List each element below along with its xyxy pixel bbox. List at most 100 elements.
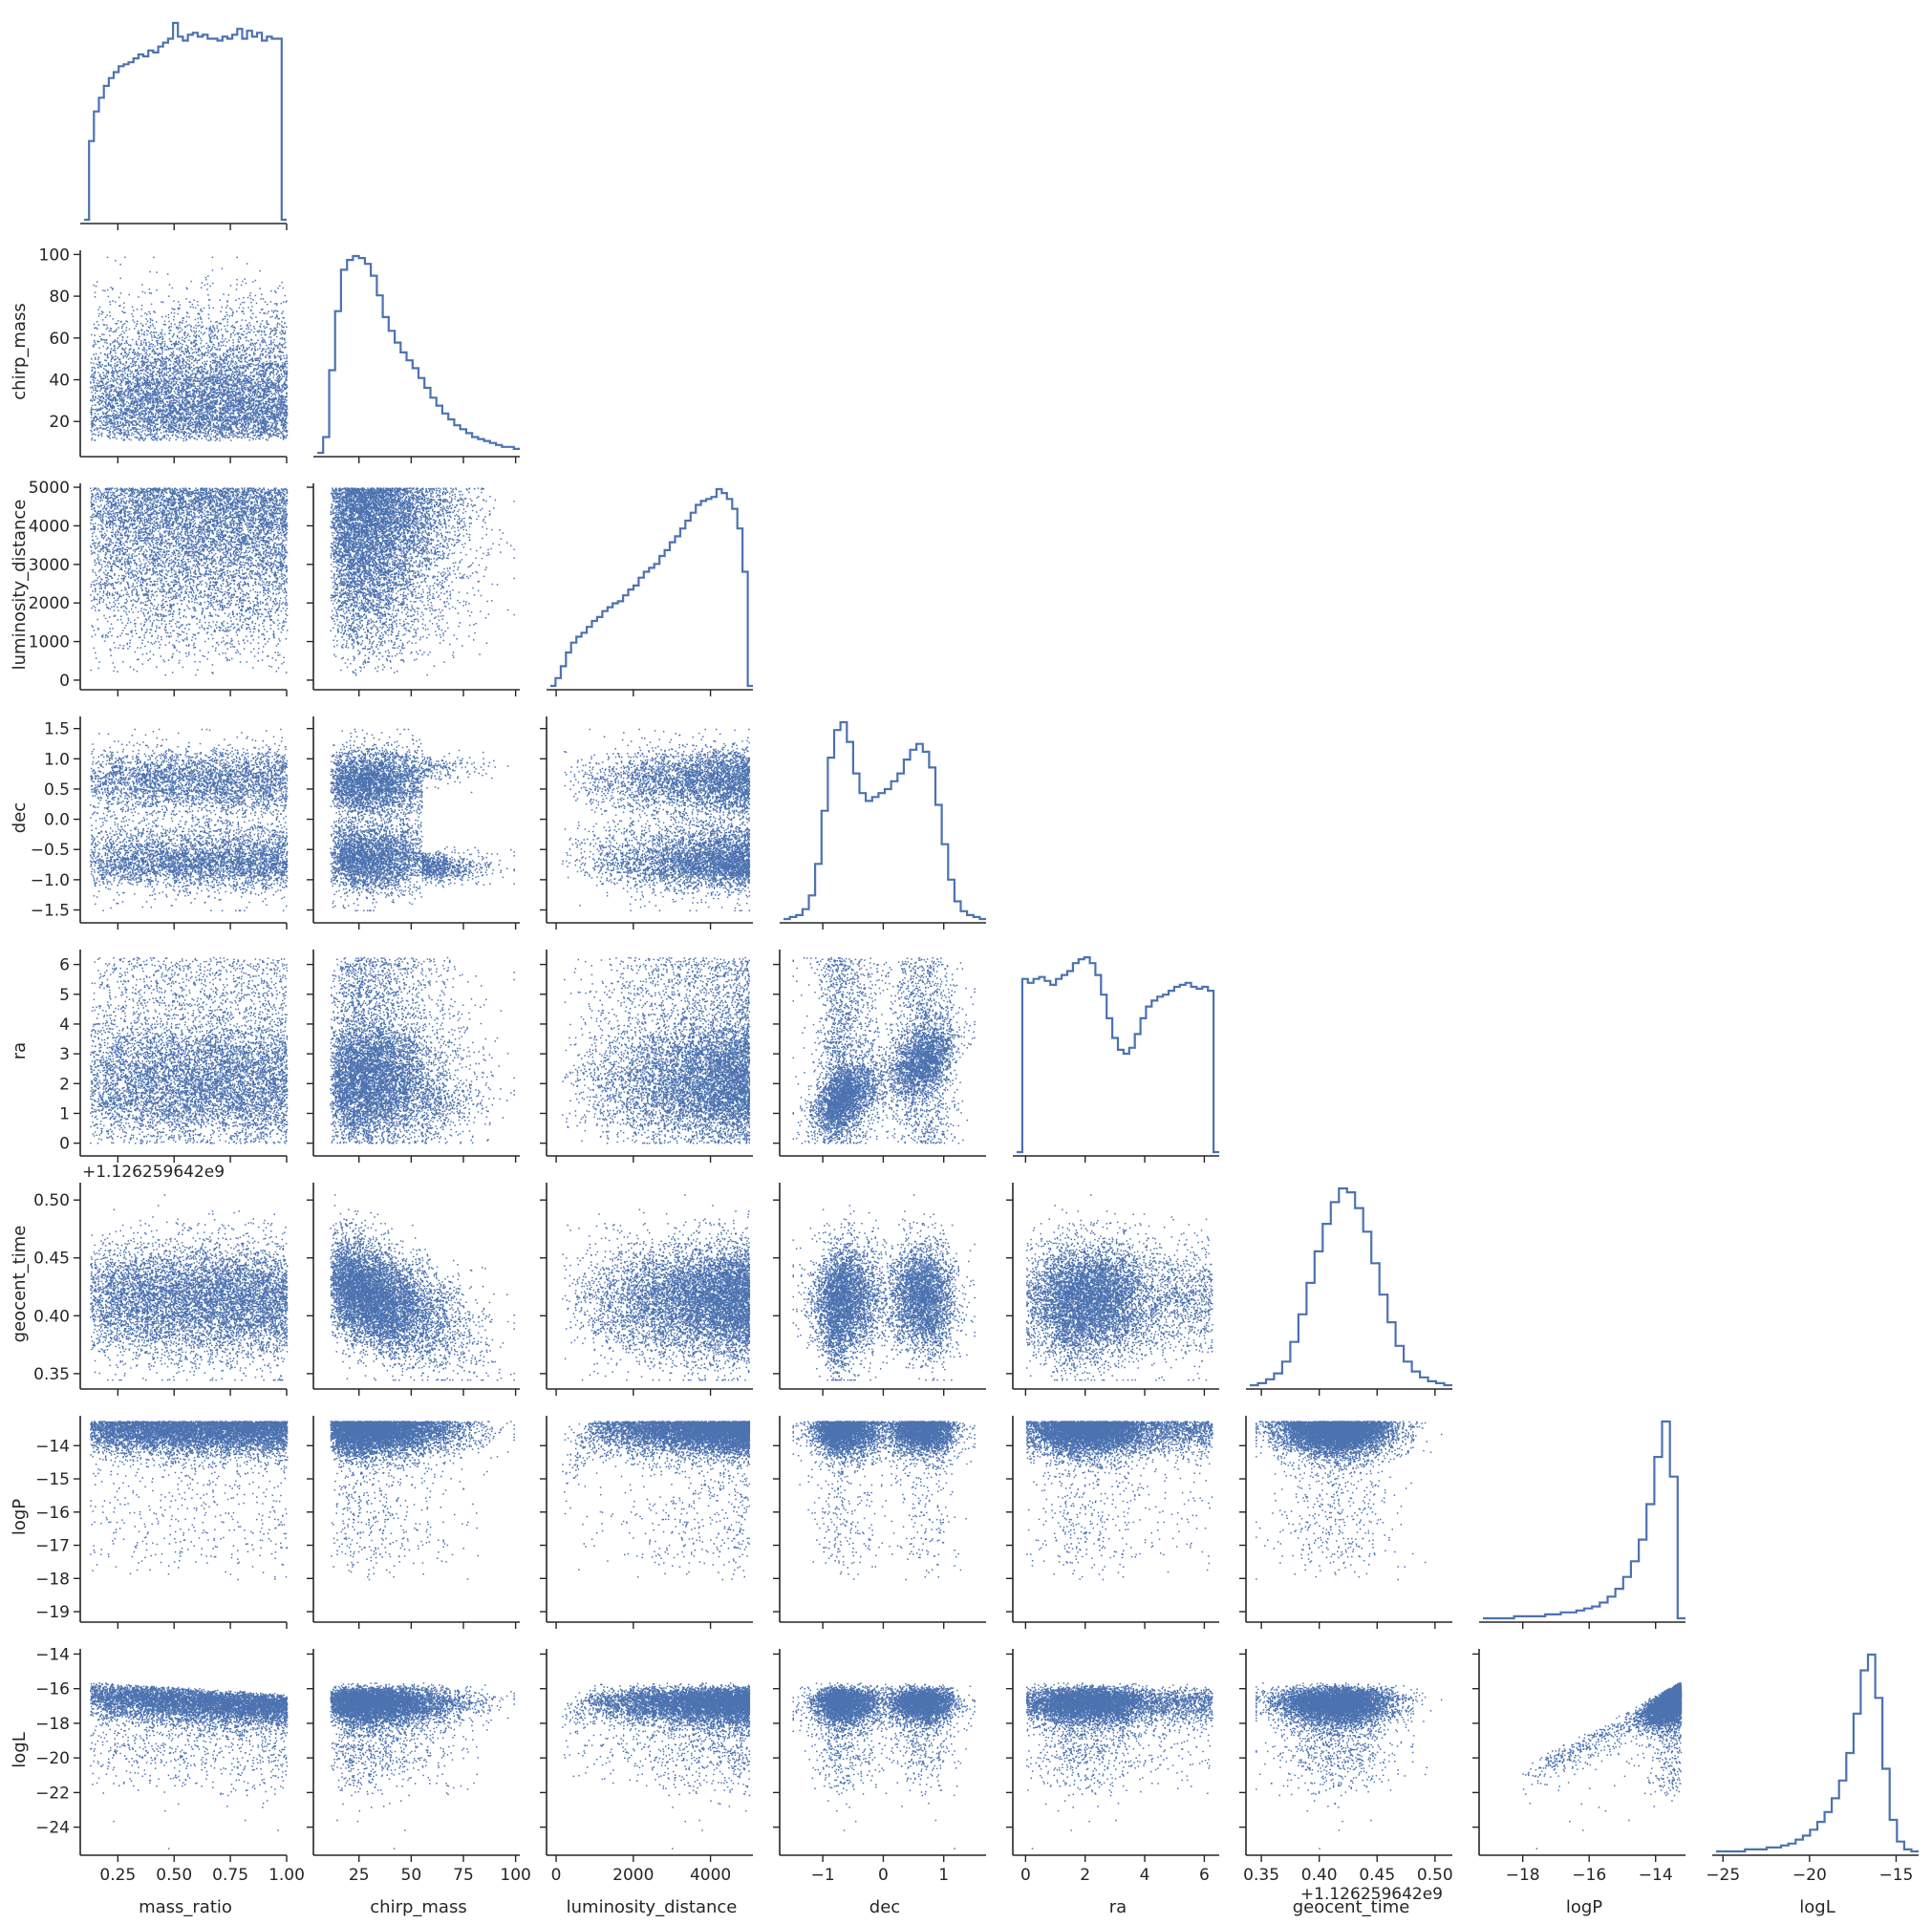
panel-dec-vs-luminosity_distance: [540, 716, 753, 930]
scatter-points-logP-luminosity_distance: [562, 1421, 751, 1581]
panel-logP-vs-geocent_time: [1239, 1416, 1452, 1629]
x-axis-label-dec: dec: [869, 1897, 900, 1917]
x-tick-label: 2000: [612, 1866, 654, 1885]
scatter-points-dec-chirp_mass: [330, 728, 515, 911]
panel-logL-vs-chirp_mass: 25 50 75 100: [307, 1649, 531, 1885]
panel-logL-vs-logL: −25 −20 −15: [1706, 1653, 1919, 1885]
y-tick-label: −1.0: [31, 871, 70, 890]
y-axis-label-geocent_time: geocent_time: [10, 1226, 30, 1343]
scatter-points-ra-mass_ratio: [90, 956, 289, 1144]
x-axis-label-logL: logL: [1799, 1897, 1835, 1917]
histogram-chirp_mass: [317, 254, 520, 455]
scatter-points-logP-ra: [1026, 1421, 1213, 1581]
panel-geocent_time-vs-ra: [1006, 1183, 1219, 1396]
y-axis-label-logL: logL: [10, 1732, 30, 1767]
y-tick-label: 5: [59, 986, 70, 1005]
y-tick-label: 0: [59, 672, 70, 691]
x-axis-label-ra: ra: [1109, 1897, 1127, 1917]
scatter-points-ra-dec: [792, 956, 976, 1144]
x-tick-label: 6: [1199, 1866, 1210, 1885]
x-tick-label: 100: [500, 1866, 530, 1885]
y-tick-label: −16: [35, 1504, 70, 1523]
y-tick-label: 0.40: [33, 1307, 70, 1326]
panel-logP-vs-chirp_mass: [307, 1416, 520, 1629]
y-tick-label: −22: [35, 1784, 70, 1803]
plot-area: 20406080100010002000300040005000−1.5−1.0…: [10, 21, 1919, 1917]
y-tick-label: 80: [49, 288, 70, 307]
y-tick-label: 4: [59, 1015, 70, 1035]
x-tick-label: 75: [453, 1866, 474, 1885]
panel-dec-vs-dec: [780, 720, 986, 930]
x-axis-label-chirp_mass: chirp_mass: [370, 1897, 466, 1917]
panel-logP-vs-luminosity_distance: [540, 1416, 753, 1629]
scatter-points-geocent_time-dec: [792, 1194, 976, 1381]
panel-logP-vs-ra: [1006, 1416, 1219, 1629]
x-tick-label: 0: [1020, 1866, 1031, 1885]
panel-ra-vs-ra: [1013, 956, 1219, 1163]
scatter-points-logP-geocent_time: [1256, 1421, 1443, 1581]
panel-logL-vs-mass_ratio: 0.25 0.50 0.75 1.00 −24 −22 −20 −18 −16 −14: [35, 1645, 305, 1885]
x-tick-label: 0.40: [1301, 1866, 1338, 1885]
x-axis-label-luminosity_distance: luminosity_distance: [567, 1897, 738, 1917]
panel-geocent_time-vs-geocent_time: [1246, 1186, 1452, 1396]
x-tick-label: 0.50: [156, 1866, 192, 1885]
panel-luminosity_distance-vs-mass_ratio: 0 1000 2000 3000 4000 5000: [29, 479, 289, 696]
y-tick-label: −18: [35, 1570, 70, 1589]
x-tick-label: 1.00: [268, 1866, 305, 1885]
x-axis-label-geocent_time: geocent_time: [1293, 1897, 1410, 1917]
histogram-dec: [784, 720, 986, 921]
y-tick-label: −14: [35, 1645, 70, 1664]
panel-luminosity_distance-vs-chirp_mass: [307, 483, 520, 696]
scatter-points-geocent_time-luminosity_distance: [562, 1194, 751, 1381]
y-tick-label: 1000: [29, 633, 70, 652]
panel-logL-vs-dec: −1 0 1: [773, 1649, 986, 1885]
y-tick-label: 20: [49, 413, 70, 432]
scatter-points-logL-logP: [1522, 1682, 1683, 1849]
panel-geocent_time-vs-dec: [773, 1183, 986, 1396]
y-tick-label: 60: [49, 330, 70, 349]
x-tick-label: 2: [1080, 1866, 1090, 1885]
scatter-points-geocent_time-chirp_mass: [330, 1194, 515, 1381]
x-tick-label: 50: [401, 1866, 422, 1885]
x-tick-label: −15: [1878, 1866, 1913, 1885]
x-tick-label: 0.50: [1417, 1866, 1453, 1885]
panel-geocent_time-vs-luminosity_distance: [540, 1183, 753, 1396]
y-tick-label: −18: [35, 1715, 70, 1734]
y-tick-label: −14: [35, 1437, 70, 1456]
y-tick-label: 0.50: [33, 1191, 70, 1210]
panel-ra-vs-chirp_mass: [307, 950, 520, 1163]
y-tick-label: 1.0: [44, 750, 70, 769]
y-tick-label: −16: [35, 1680, 70, 1700]
panel-logP-vs-dec: [773, 1416, 986, 1629]
y-tick-label: −1.5: [31, 902, 70, 921]
scatter-points-logP-chirp_mass: [330, 1421, 515, 1581]
geocent-time-offset-x: +1.126259642e9: [1300, 1885, 1443, 1904]
x-tick-label: −18: [1506, 1866, 1540, 1885]
x-tick-label: −14: [1639, 1866, 1673, 1885]
y-tick-label: −0.5: [31, 841, 70, 860]
panel-geocent_time-vs-mass_ratio: 0.35 0.40 0.45 0.50: [33, 1183, 289, 1396]
x-tick-label: 1: [938, 1866, 949, 1885]
scatter-points-logP-dec: [792, 1421, 976, 1581]
x-tick-label: −16: [1572, 1866, 1606, 1885]
panel-ra-vs-luminosity_distance: [540, 950, 753, 1163]
scatter-points-dec-mass_ratio: [90, 728, 289, 911]
histogram-logL: [1716, 1653, 1919, 1853]
scatter-points-ra-luminosity_distance: [562, 956, 751, 1144]
scatter-points-logL-mass_ratio: [90, 1682, 289, 1849]
histogram-ra: [1017, 956, 1219, 1154]
y-tick-label: 3: [59, 1045, 70, 1064]
histogram-mass_ratio: [84, 21, 287, 222]
scatter-points-logL-chirp_mass: [330, 1682, 515, 1849]
y-tick-label: 0.5: [44, 780, 70, 800]
panel-mass_ratio-vs-mass_ratio: [80, 21, 288, 230]
scatter-points-logL-dec: [792, 1682, 976, 1849]
y-tick-label: −20: [35, 1749, 70, 1768]
x-tick-label: −20: [1792, 1866, 1827, 1885]
x-tick-label: −1: [811, 1866, 835, 1885]
panel-ra-vs-mass_ratio: 0 1 2 3 4 5 6: [59, 950, 289, 1163]
x-tick-label: 4000: [690, 1866, 731, 1885]
panel-geocent_time-vs-chirp_mass: [307, 1183, 520, 1396]
y-tick-label: 100: [39, 246, 70, 265]
